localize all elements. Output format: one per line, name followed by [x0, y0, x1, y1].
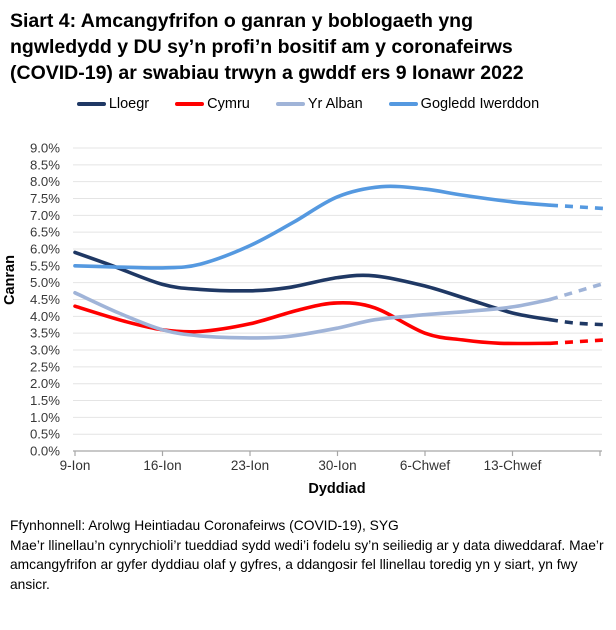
x-tick-label: 13-Chwef [484, 458, 542, 473]
y-axis-title: Canran [2, 255, 18, 305]
series-line-gogledd-iwerddon [73, 184, 552, 270]
x-tick-label: 30-Ion [318, 458, 356, 473]
y-tick-label: 7.5% [30, 191, 60, 206]
legend-label-lloegr: Lloegr [108, 96, 150, 112]
series-line-yr-alban [73, 291, 552, 340]
y-tick-label: 8.5% [30, 157, 60, 172]
y-tick-label: 2.5% [30, 359, 60, 374]
chart-legend: Lloegr Cymru Yr Alban Gogledd Iwerddon [0, 95, 616, 113]
x-tick-label: 9-Ion [60, 458, 91, 473]
y-tick-label: 1.5% [30, 393, 60, 408]
series-dashed-line-gogledd-iwerddon [549, 203, 607, 211]
legend-item-lloegr: Lloegr [76, 96, 150, 112]
source-text: Ffynhonnell: Arolwg Heintiadau Coronafei… [10, 518, 399, 533]
y-tick-label: 3.0% [30, 343, 60, 358]
legend-swatch-yr-alban [275, 102, 305, 106]
y-tick-label: 9.0% [30, 141, 60, 156]
x-tick-label: 6-Chwef [400, 458, 451, 473]
series-dashed-line-lloegr [549, 317, 607, 327]
legend-item-cymru: Cymru [175, 96, 250, 112]
y-tick-label: 7.0% [30, 208, 60, 223]
legend-label-yr-alban: Yr Alban [307, 96, 363, 112]
note-text: Mae’r llinellau’n cynrychioli’r tueddiad… [10, 537, 604, 592]
legend-swatch-gogledd-iwerddon [388, 102, 418, 106]
y-tick-label: 1.0% [30, 410, 60, 425]
line-chart-svg: 9.0%8.5% 8.0% 7.5% 7.0% 6.5% 6.0%5.5% 5.0% 4.5%… [2, 141, 607, 497]
chart-area: 9.0% 8.5% 8.0% 7.5% 7.0% 6.5% 6.0% 5.5% 5.0% 4.5%… [0, 115, 616, 512]
y-tick-label: 4.0% [30, 309, 60, 324]
y-tick-label: 6.5% [30, 225, 60, 240]
y-tick-label: 2.0% [30, 376, 60, 391]
x-tick-label: 23-Ion [231, 458, 269, 473]
y-tick-label: 5.0% [30, 275, 60, 290]
legend-item-gogledd-iwerddon: Gogledd Iwerddon [388, 96, 540, 112]
y-tick-label: 0.5% [30, 427, 60, 442]
y-tick-label: 4.5% [30, 292, 60, 307]
legend-swatch-cymru [175, 102, 205, 106]
legend-swatch-lloegr [76, 102, 106, 106]
chart-title: Siart 4: Amcangyfrifon o ganran y boblog… [10, 10, 524, 84]
legend-item-yr-alban: Yr Alban [275, 96, 363, 112]
x-axis-title: Dyddiad [308, 481, 365, 497]
chart-footer: Ffynhonnell: Arolwg Heintiadau Coronafei… [0, 512, 616, 594]
y-tick-label: 6.0% [30, 242, 60, 257]
y-tick-label: 3.5% [30, 326, 60, 341]
series-line-lloegr [73, 250, 552, 322]
y-tick-label: 8.0% [30, 174, 60, 189]
x-tick-label: 16-Ion [143, 458, 181, 473]
series-dashed-line-cymru [549, 338, 607, 346]
series-dashed-line-yr-alban [549, 280, 607, 302]
legend-label-cymru: Cymru [207, 96, 250, 112]
y-tick-label: 0.0% [30, 444, 60, 459]
legend-label-gogledd-iwerddon: Gogledd Iwerddon [420, 96, 540, 112]
y-tick-label: 5.5% [30, 258, 60, 273]
